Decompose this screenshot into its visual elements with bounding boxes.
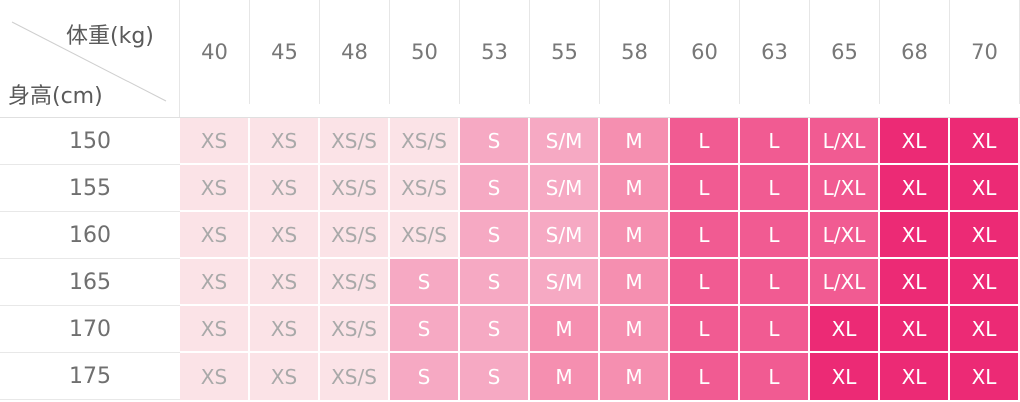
size-cell: L (740, 306, 810, 353)
corner-diagonal-line (11, 21, 167, 102)
size-cell: XS (250, 353, 320, 402)
size-cell: M (600, 353, 670, 402)
size-cell: XS (250, 165, 320, 212)
size-cell: L (670, 212, 740, 259)
header-divider (0, 117, 1020, 118)
size-cell: M (530, 353, 600, 402)
size-cell: XL (810, 353, 880, 402)
size-cell: XL (810, 306, 880, 353)
size-cell: XS/S (320, 353, 390, 402)
size-cell: XS/S (320, 212, 390, 259)
size-cell: XS/S (320, 306, 390, 353)
size-cell: XL (880, 306, 950, 353)
weight-header-50: 50 (390, 0, 460, 104)
height-row-label-150: 150 (0, 118, 180, 165)
weight-header-60: 60 (670, 0, 740, 104)
size-cell: XL (880, 353, 950, 402)
size-cell: L (740, 259, 810, 306)
size-cell: M (530, 306, 600, 353)
size-cell: L (670, 118, 740, 165)
size-cell: S (390, 306, 460, 353)
size-cell: S (460, 306, 530, 353)
size-cell: XS (250, 306, 320, 353)
size-cell: XL (880, 118, 950, 165)
size-cell: S (390, 353, 460, 402)
size-cell: M (600, 212, 670, 259)
size-cell: XS (180, 353, 250, 402)
size-cell: XS/S (320, 259, 390, 306)
size-cell: L (740, 353, 810, 402)
size-cell: XL (880, 259, 950, 306)
size-cell: S (460, 353, 530, 402)
size-cell: L (670, 165, 740, 212)
size-cell: L (670, 259, 740, 306)
size-cell: L/XL (810, 118, 880, 165)
size-cell: XS/S (320, 118, 390, 165)
size-cell: XL (950, 165, 1020, 212)
height-row-label-170: 170 (0, 306, 180, 353)
size-cell: XS/S (390, 165, 460, 212)
weight-header-40: 40 (180, 0, 250, 104)
height-row-label-155: 155 (0, 165, 180, 212)
weight-axis-label: 体重(kg) (66, 24, 154, 49)
size-cell: S/M (530, 259, 600, 306)
weight-header-55: 55 (530, 0, 600, 104)
size-cell: M (600, 165, 670, 212)
size-cell: L (670, 353, 740, 402)
size-cell: L (740, 118, 810, 165)
size-cell: XL (880, 212, 950, 259)
size-cell: XS (180, 212, 250, 259)
size-cell: XS (250, 259, 320, 306)
height-row-label-160: 160 (0, 212, 180, 259)
size-cell: XL (950, 212, 1020, 259)
size-cell: XL (880, 165, 950, 212)
size-cell: XS (180, 118, 250, 165)
size-cell: XL (950, 306, 1020, 353)
size-cell: XS (180, 165, 250, 212)
size-cell: M (600, 118, 670, 165)
table-corner-header: 体重(kg) 身高(cm) (0, 0, 180, 118)
size-cell: L/XL (810, 165, 880, 212)
size-cell: L (740, 165, 810, 212)
size-cell: S/M (530, 118, 600, 165)
size-cell: S (460, 165, 530, 212)
size-cell: L/XL (810, 212, 880, 259)
size-cell: L (740, 212, 810, 259)
weight-header-65: 65 (810, 0, 880, 104)
size-cell: XS/S (390, 212, 460, 259)
size-cell: S (460, 118, 530, 165)
size-cell: XS (180, 306, 250, 353)
size-cell: L/XL (810, 259, 880, 306)
size-cell: L (670, 306, 740, 353)
size-cell: S/M (530, 165, 600, 212)
size-cell: S (460, 212, 530, 259)
size-cell: XS (180, 259, 250, 306)
size-cell: S/M (530, 212, 600, 259)
size-cell: S (390, 259, 460, 306)
weight-header-45: 45 (250, 0, 320, 104)
size-cell: XL (950, 259, 1020, 306)
size-cell: XL (950, 353, 1020, 402)
size-cell: S (460, 259, 530, 306)
size-cell: XS (250, 118, 320, 165)
height-axis-label: 身高(cm) (8, 84, 103, 109)
height-row-label-175: 175 (0, 353, 180, 400)
weight-header-63: 63 (740, 0, 810, 104)
size-cell: XS/S (390, 118, 460, 165)
height-row-label-165: 165 (0, 259, 180, 306)
weight-header-70: 70 (950, 0, 1020, 104)
weight-header-68: 68 (880, 0, 950, 104)
weight-header-58: 58 (600, 0, 670, 104)
size-cell: XL (950, 118, 1020, 165)
size-cell: XS/S (320, 165, 390, 212)
size-cell: XS (250, 212, 320, 259)
size-cell: M (600, 259, 670, 306)
size-cell: M (600, 306, 670, 353)
weight-header-53: 53 (460, 0, 530, 104)
weight-header-48: 48 (320, 0, 390, 104)
